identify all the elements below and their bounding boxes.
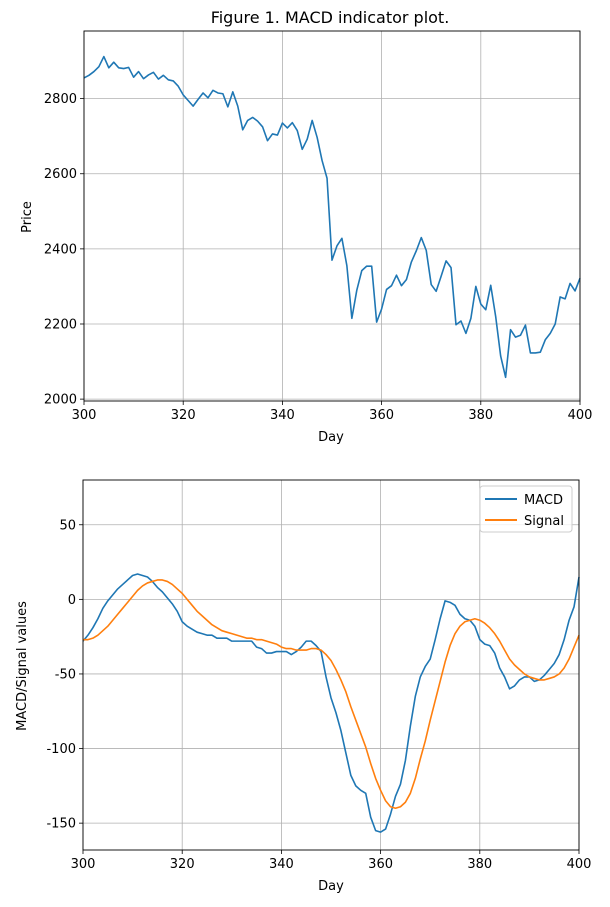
signal-line	[83, 579, 580, 810]
x-tick-label: 300	[72, 408, 97, 423]
macd-chart-frame	[82, 479, 580, 851]
y-tick-label: 2400	[44, 242, 77, 257]
macd-chart-legend: MACD Signal	[479, 485, 573, 533]
y-tick-label: -100	[46, 742, 76, 757]
macd-chart-ylabel: MACD/Signal values	[15, 601, 30, 731]
legend-macd-label: MACD	[524, 493, 563, 508]
x-tick-label: 320	[170, 857, 195, 872]
macd-chart-grid	[82, 480, 580, 850]
price-chart-xlabel: Day	[318, 430, 344, 445]
legend-signal-label: Signal	[524, 514, 564, 529]
figure-title: Figure 1. MACD indicator plot.	[211, 8, 450, 27]
y-tick-label: 50	[59, 518, 76, 533]
x-tick-label: 320	[171, 408, 196, 423]
x-tick-label: 400	[568, 408, 593, 423]
macd-chart: Day MACD/Signal values 300 320 340 360 380 40…	[15, 479, 592, 894]
y-tick-label: 2200	[44, 317, 77, 332]
x-tick-label: 360	[369, 408, 394, 423]
price-chart-grid	[83, 31, 581, 401]
y-tick-label: 2800	[44, 92, 77, 107]
x-tick-label: 300	[71, 857, 96, 872]
macd-line	[82, 573, 580, 833]
price-chart-frame	[83, 30, 581, 402]
price-chart: Day Price 300 320 340 360 380 400 2000 2200 2400…	[20, 30, 593, 445]
x-tick-label: 380	[467, 857, 492, 872]
macd-chart-xlabel: Day	[318, 879, 344, 894]
y-tick-label: 0	[68, 593, 76, 608]
x-tick-label: 340	[270, 408, 295, 423]
price-chart-ylabel: Price	[20, 201, 35, 233]
price-line	[83, 55, 581, 379]
x-tick-label: 380	[468, 408, 493, 423]
y-tick-label: 2600	[44, 167, 77, 182]
x-tick-label: 360	[368, 857, 393, 872]
y-tick-label: -50	[55, 667, 76, 682]
y-tick-label: 2000	[44, 393, 77, 408]
x-tick-label: 340	[269, 857, 294, 872]
x-tick-label: 400	[567, 857, 592, 872]
y-tick-label: -150	[46, 817, 76, 832]
